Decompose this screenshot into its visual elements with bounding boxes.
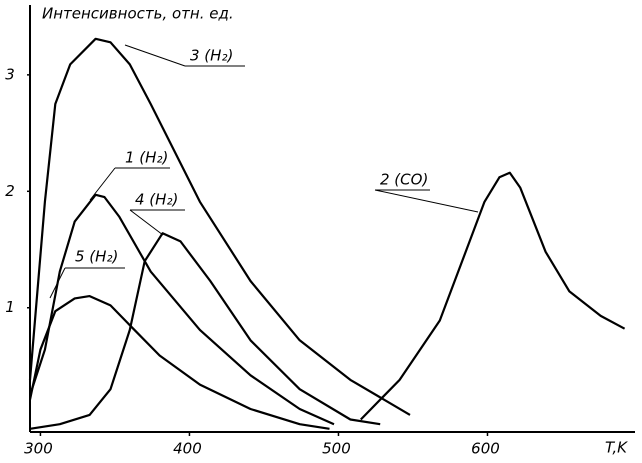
curve-label: 2 (CO) <box>380 171 428 189</box>
y-tick-label: 3 <box>5 65 15 83</box>
leader-line <box>49 267 66 299</box>
leader-line <box>374 189 479 213</box>
x-tick-label: 400 <box>173 440 202 458</box>
curve-label: 4 (H₂) <box>135 191 178 209</box>
curve <box>28 37 411 416</box>
curve <box>29 232 381 430</box>
x-tick-label: 300 <box>24 440 53 458</box>
x-axis-label: T,K <box>605 439 628 457</box>
y-tick-label: 2 <box>5 182 15 200</box>
y-axis-label: Интенсивность, отн. ед. <box>42 5 234 23</box>
curve-label: 1 (H₂) <box>125 149 168 167</box>
curve <box>360 171 626 421</box>
x-tick-label: 600 <box>471 440 500 458</box>
curve-label: 5 (H₂) <box>75 248 118 266</box>
curve <box>28 295 330 430</box>
curve-label: 3 (H₂) <box>190 47 233 65</box>
curve <box>28 193 335 426</box>
y-tick-label: 1 <box>5 298 15 316</box>
leader-line <box>129 209 164 236</box>
leader-line <box>124 44 186 67</box>
leader-line <box>89 167 116 201</box>
x-tick-label: 500 <box>322 440 351 458</box>
